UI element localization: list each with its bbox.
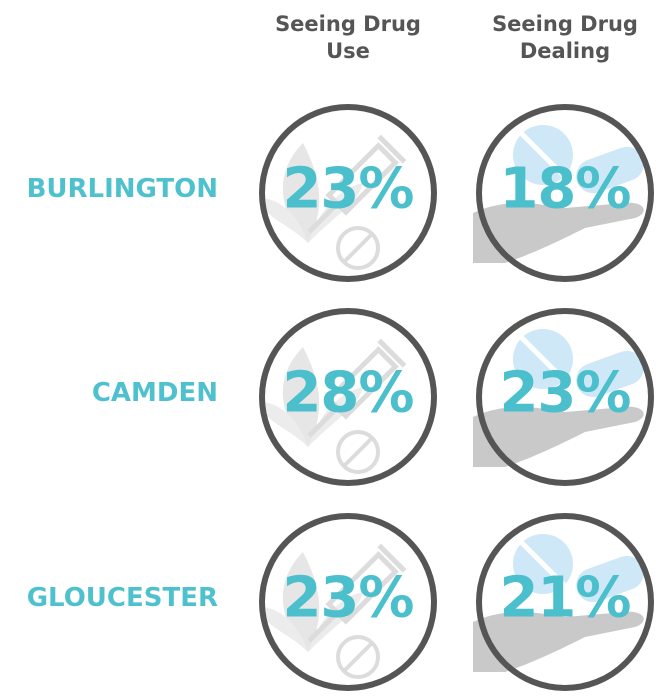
ring: [259, 513, 437, 691]
column-header: Seeing Drug Dealing: [492, 12, 638, 63]
percent-value: 23%: [282, 156, 414, 222]
ring: [476, 308, 654, 486]
row-label: CAMDEN: [91, 378, 218, 408]
percent-value: 21%: [499, 565, 631, 631]
ring: [476, 513, 654, 691]
row-label: GLOUCESTER: [26, 583, 218, 613]
percent-value: 23%: [282, 565, 414, 631]
ring: [259, 104, 437, 282]
ring: [259, 308, 437, 486]
ring: [476, 104, 654, 282]
row-label: BURLINGTON: [26, 174, 218, 204]
percent-value: 23%: [499, 360, 631, 426]
percent-value: 28%: [282, 360, 414, 426]
percent-value: 18%: [499, 156, 631, 222]
column-header: Seeing Drug Use: [275, 12, 421, 63]
